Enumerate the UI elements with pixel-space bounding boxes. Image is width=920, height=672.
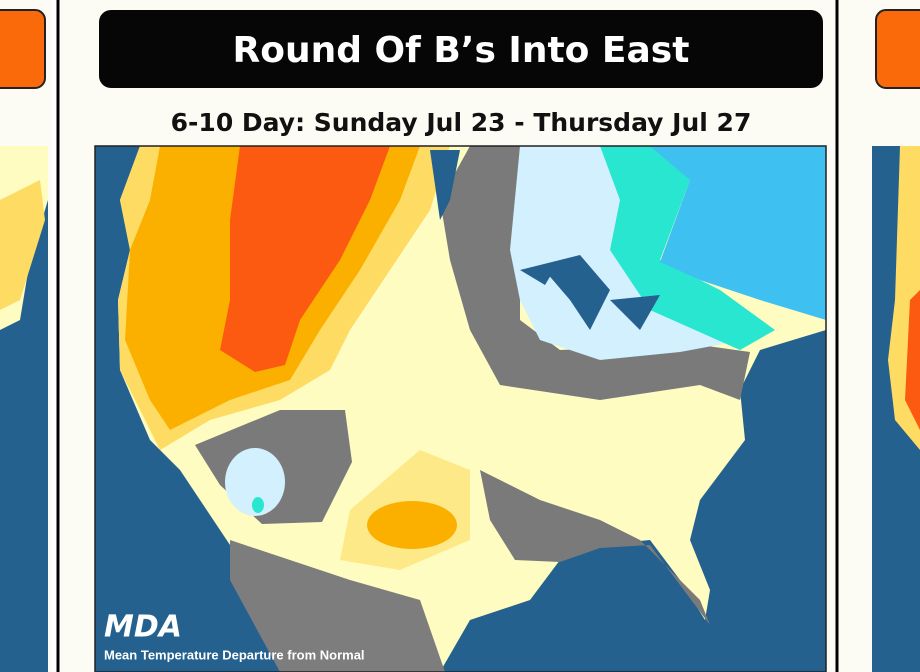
map-caption: Mean Temperature Departure from Normal (104, 647, 365, 662)
right-panel (839, 0, 920, 672)
logo: MDA (104, 610, 182, 645)
map (95, 146, 826, 672)
subtitle: 6-10 Day: Sunday Jul 23 - Thursday Jul 2… (171, 108, 752, 137)
left-panel (0, 0, 52, 672)
title-box (99, 10, 823, 88)
title: Round Of B’s Into East (233, 30, 690, 71)
